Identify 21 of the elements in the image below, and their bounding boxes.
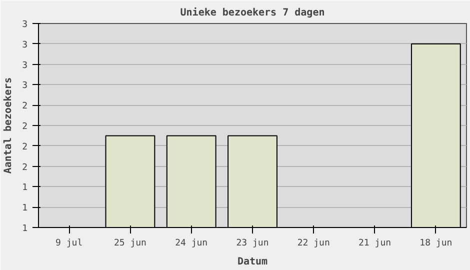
- y-tick-label: 2: [22, 122, 28, 132]
- y-axis-title: Aantal bezoekers: [3, 77, 14, 174]
- y-tick-label: 3: [22, 20, 28, 30]
- x-tick-label: 21 jun: [358, 238, 392, 248]
- y-tick-label: 1: [22, 224, 28, 234]
- y-tick-label: 3: [22, 81, 28, 92]
- y-tick-label: 2: [22, 142, 28, 152]
- chart-title: Unieke bezoekers 7 dagen: [180, 6, 325, 18]
- y-tick-label: 3: [22, 40, 28, 50]
- x-tick-label: 18 jun: [420, 238, 452, 248]
- x-tick-label: 22 jun: [297, 238, 330, 248]
- y-tick-label: 1: [22, 204, 28, 214]
- x-axis-title: Datum: [237, 256, 268, 268]
- x-tick-label: 9 jul: [56, 238, 83, 248]
- y-tick-label: 2: [22, 162, 28, 173]
- x-tick-label: 23 jun: [236, 238, 269, 248]
- x-tick-label: 25 jun: [114, 238, 146, 248]
- x-tick-label: 24 jun: [175, 238, 208, 248]
- y-tick-label: 3: [22, 60, 28, 71]
- y-tick-label: 1: [22, 183, 28, 194]
- y-tick-label: 2: [22, 102, 28, 112]
